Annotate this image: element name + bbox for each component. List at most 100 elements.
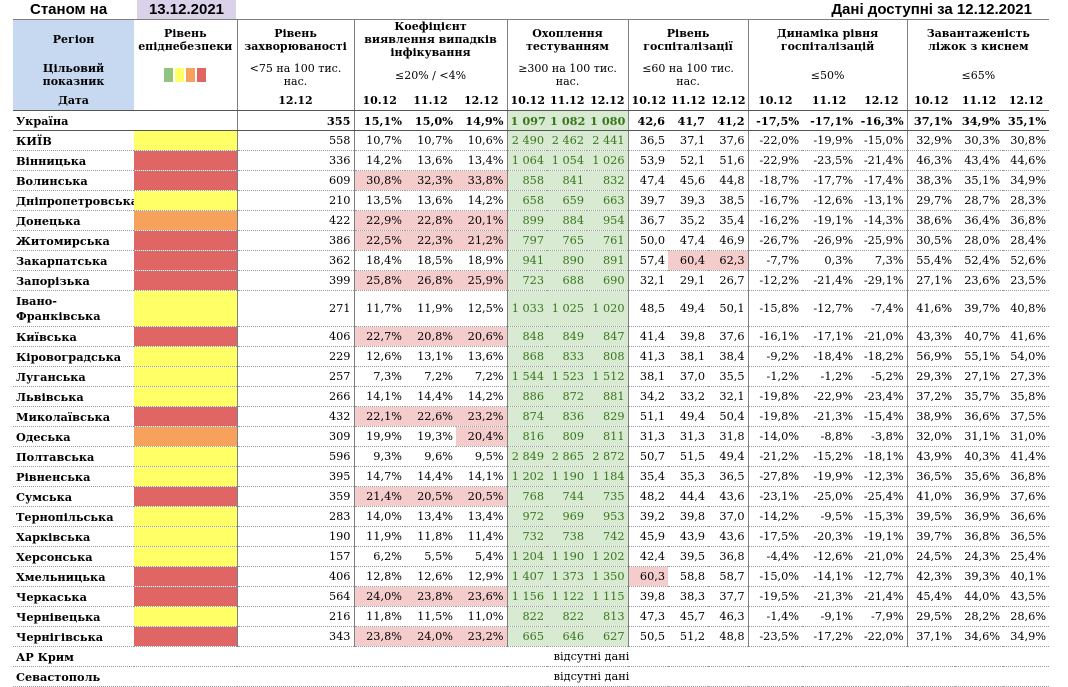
test-value: 832 [587, 170, 629, 191]
det-value: 9,6% [405, 446, 456, 467]
det-value: 10,7% [405, 130, 456, 151]
hosp-value: 39,3 [668, 190, 709, 211]
incidence-value: 343 [236, 626, 354, 647]
det-value: 21,4% [353, 486, 405, 507]
incidence-value: 336 [236, 150, 354, 171]
incidence-value: 406 [236, 566, 354, 587]
header-oxygen: Завантаженість ліжок з киснем [906, 19, 1050, 59]
header-incidence: Рівень захворюваності [236, 19, 354, 59]
oxy-value: 40,8% [1003, 290, 1050, 327]
epidemic-level-cell [134, 110, 237, 131]
dyn-value: -16,1% [747, 326, 803, 347]
region-name: Кіровоградська [13, 346, 134, 367]
hosp-value: 38,3 [668, 586, 709, 607]
det-value: 11,7% [353, 290, 405, 327]
oxy-value: 44,6% [1003, 150, 1050, 171]
oxy-value: 35,1% [955, 170, 1004, 191]
hosp-value: 35,5 [708, 366, 749, 387]
det-value: 9,5% [456, 446, 508, 467]
dyn-value: 7,3% [856, 250, 908, 271]
region-name: АР Крим [13, 646, 134, 667]
test-value: 1 544 [506, 366, 548, 387]
hosp-value: 31,3 [627, 426, 669, 447]
test-value: 2 462 [547, 130, 588, 151]
hosp-value: 41,4 [627, 326, 669, 347]
table-row: Луганська 257 7,3% 7,2% 7,2% 1 544 1 523 1 512 3… [13, 366, 1050, 387]
oxy-value: 39,7% [955, 290, 1004, 327]
hosp-value: 38,1 [668, 346, 709, 367]
test-value: 954 [587, 210, 629, 231]
oxy-value: 28,6% [1003, 606, 1050, 627]
det-value: 10,6% [456, 130, 508, 151]
dyn-value: -14,2% [747, 506, 803, 527]
test-value: 1 190 [547, 466, 588, 487]
hosp-value: 31,3 [668, 426, 709, 447]
oxy-value: 36,8% [1003, 210, 1050, 231]
dyn-value: -19,9% [802, 466, 857, 487]
det-value: 20,1% [456, 210, 508, 231]
epidemic-level-cell [134, 366, 237, 387]
oxy-value: 36,8% [955, 526, 1004, 547]
det-value: 25,8% [353, 270, 405, 291]
det-value: 23,2% [456, 406, 508, 427]
dyn-value: -1,2% [747, 366, 803, 387]
det-value: 24,0% [353, 586, 405, 607]
hosp-value: 32,1 [708, 386, 749, 407]
det-value: 18,9% [456, 250, 508, 271]
det-value: 13,1% [405, 346, 456, 367]
test-value: 872 [547, 386, 588, 407]
region-name: КИЇВ [13, 130, 134, 151]
region-name: Одеська [13, 426, 134, 447]
dyn-value: -9,2% [747, 346, 803, 367]
hosp-value: 46,3 [708, 606, 749, 627]
hosp-value: 49,4 [668, 290, 709, 327]
incidence-value: 406 [236, 326, 354, 347]
test-value: 2 865 [547, 446, 588, 467]
dyn-value: -22,0% [747, 130, 803, 151]
incidence-value: 283 [236, 506, 354, 527]
no-data-row: Севастополь відсутні дані [13, 666, 1050, 687]
dyn-value: -12,7% [802, 290, 857, 327]
hosp-value: 62,3 [708, 250, 749, 271]
hosp-value: 50,1 [708, 290, 749, 327]
dyn-value: -21,0% [856, 326, 908, 347]
hosp-value: 46,9 [708, 230, 749, 251]
det-value: 14,7% [353, 466, 405, 487]
dyn-value: -19,5% [747, 586, 803, 607]
oxy-value: 29,3% [906, 366, 956, 387]
oxy-value: 29,5% [906, 606, 956, 627]
header-hospitalization: Рівень госпіталізації [627, 19, 749, 59]
epidemic-level-cell [134, 546, 237, 567]
oxy-value: 41,0% [906, 486, 956, 507]
dyn-value: -5,2% [856, 366, 908, 387]
region-name: Полтавська [13, 446, 134, 467]
hosp-value: 37,6 [708, 326, 749, 347]
det-value: 14,4% [405, 386, 456, 407]
test-value: 665 [506, 626, 548, 647]
table-row: Львівська 266 14,1% 14,4% 14,2% 886 872 881 34,2… [13, 386, 1050, 407]
oxy-value: 39,7% [906, 526, 956, 547]
header-level: Рівень епіднебезпеки [134, 19, 237, 59]
det-value: 11,5% [405, 606, 456, 627]
test-value: 627 [587, 626, 629, 647]
oxy-value: 35,6% [955, 466, 1004, 487]
test-value: 833 [547, 346, 588, 367]
dyn-value: -12,2% [747, 270, 803, 291]
hosp-value: 38,5 [708, 190, 749, 211]
region-name: Черкаська [13, 586, 134, 607]
region-name: Київська [13, 326, 134, 347]
incidence-value: 157 [236, 546, 354, 567]
hosp-value: 41,2 [708, 110, 749, 131]
epidemic-level-cell [134, 506, 237, 527]
oxy-value: 54,0% [1003, 346, 1050, 367]
table-row: Полтавська 596 9,3% 9,6% 9,5% 2 849 2 865 2 872… [13, 446, 1050, 467]
dyn-value: -15,2% [802, 446, 857, 467]
table-row: Тернопільська 283 14,0% 13,4% 13,4% 972 969 953… [13, 506, 1050, 527]
oxy-value: 36,9% [955, 486, 1004, 507]
det-value: 14,0% [353, 506, 405, 527]
det-value: 22,1% [353, 406, 405, 427]
test-value: 1 190 [547, 546, 588, 567]
epidemic-level-cell [134, 230, 237, 251]
dyn-value: -9,1% [802, 606, 857, 627]
hosp-value: 44,4 [668, 486, 709, 507]
